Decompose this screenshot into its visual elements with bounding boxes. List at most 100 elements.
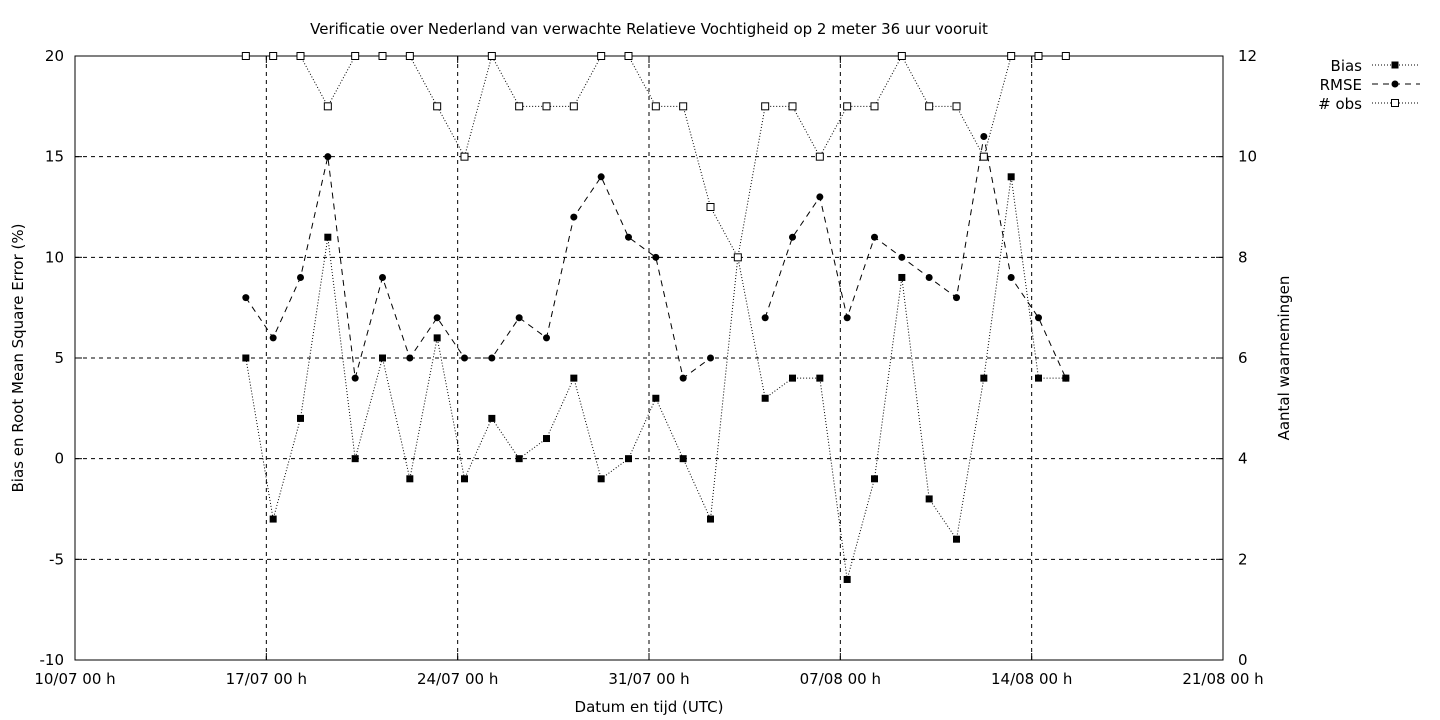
point-obs xyxy=(487,52,496,60)
point-rmse xyxy=(871,233,878,241)
point-bias xyxy=(351,455,359,463)
x-tick-label: 31/07 00 h xyxy=(608,670,689,688)
point-bias xyxy=(433,334,441,342)
point-rmse xyxy=(379,273,386,281)
point-obs xyxy=(651,102,660,111)
y2-tick-label: 8 xyxy=(1238,248,1248,266)
point-rmse xyxy=(488,354,496,362)
y2-tick-label: 2 xyxy=(1238,550,1248,568)
point-obs xyxy=(296,52,305,60)
point-rmse xyxy=(324,153,332,161)
legend-marker-obs xyxy=(1391,99,1399,107)
point-bias xyxy=(269,515,277,523)
point-bias xyxy=(297,414,304,422)
y-tick-label: -5 xyxy=(49,550,64,568)
point-rmse xyxy=(433,314,441,322)
series-line-rmse xyxy=(764,136,1067,379)
point-obs xyxy=(433,102,442,111)
point-bias xyxy=(871,475,878,483)
point-rmse xyxy=(843,314,851,322)
point-bias xyxy=(707,515,714,523)
point-rmse xyxy=(789,233,796,241)
point-rmse xyxy=(543,334,550,342)
y-axis-ticks: -10 -5 0 5 10 15 20 xyxy=(40,47,82,669)
series-line-bias xyxy=(245,176,1066,580)
point-obs xyxy=(679,102,688,111)
x-tick-label: 17/07 00 h xyxy=(226,670,307,688)
point-bias xyxy=(324,233,332,241)
point-obs xyxy=(952,102,961,111)
point-rmse xyxy=(570,213,578,221)
series-layer xyxy=(241,52,1070,583)
point-obs xyxy=(460,152,469,161)
point-obs xyxy=(515,102,524,111)
y-tick-label: 15 xyxy=(45,148,64,166)
point-obs xyxy=(1034,52,1043,60)
point-rmse xyxy=(816,193,824,201)
point-rmse xyxy=(269,334,277,342)
point-rmse xyxy=(980,133,988,141)
legend-label-rmse: RMSE xyxy=(1320,76,1362,94)
x-tick-label: 14/08 00 h xyxy=(991,670,1072,688)
point-bias xyxy=(406,475,414,483)
point-bias xyxy=(925,495,933,503)
point-rmse xyxy=(461,354,468,362)
point-obs xyxy=(405,52,414,60)
point-obs xyxy=(1061,52,1070,60)
point-obs xyxy=(815,152,824,161)
point-obs xyxy=(733,253,742,262)
point-rmse xyxy=(679,374,687,382)
point-rmse xyxy=(953,294,960,302)
point-bias xyxy=(379,354,386,362)
point-bias xyxy=(488,414,496,422)
point-rmse xyxy=(925,273,933,281)
series-bias xyxy=(242,173,1070,583)
legend-entry-obs: # obs xyxy=(1318,95,1420,113)
point-rmse xyxy=(515,314,523,322)
point-rmse xyxy=(1007,273,1015,281)
legend-marker-bias xyxy=(1391,61,1399,69)
point-bias xyxy=(543,435,550,443)
y2-tick-label: 12 xyxy=(1238,47,1257,65)
point-obs xyxy=(897,52,906,60)
chart-title: Verificatie over Nederland van verwachte… xyxy=(310,20,988,38)
point-obs xyxy=(351,52,360,60)
point-bias xyxy=(461,475,468,483)
y2-axis-label: Aantal waarnemingen xyxy=(1275,276,1293,441)
y-axis-label: Bias en Root Mean Square Error (%) xyxy=(9,224,27,493)
point-obs xyxy=(706,203,715,211)
point-bias xyxy=(816,374,824,382)
point-rmse xyxy=(898,253,906,261)
x-tick-label: 07/08 00 h xyxy=(800,670,881,688)
x-axis-ticks: 10/07 00 h 17/07 00 h 24/07 00 h 31/07 00 h… xyxy=(34,56,1264,688)
point-obs xyxy=(843,102,852,111)
point-bias xyxy=(625,455,632,463)
series-obs xyxy=(241,52,1070,262)
y2-tick-label: 6 xyxy=(1238,349,1248,367)
point-rmse xyxy=(1035,314,1042,322)
point-obs xyxy=(870,102,879,111)
y-tick-label: 0 xyxy=(54,450,64,468)
legend: Bias RMSE # obs xyxy=(1318,57,1420,113)
point-bias xyxy=(898,273,906,281)
point-rmse xyxy=(625,233,632,241)
y-tick-label: 10 xyxy=(45,248,64,266)
y-tick-label: 20 xyxy=(45,47,64,65)
y-tick-label: -10 xyxy=(40,651,65,669)
point-rmse xyxy=(761,314,769,322)
point-obs xyxy=(542,102,551,111)
point-rmse xyxy=(242,294,250,302)
y2-tick-label: 10 xyxy=(1238,148,1257,166)
series-line-rmse xyxy=(245,156,711,379)
point-obs xyxy=(761,102,770,111)
legend-label-bias: Bias xyxy=(1331,57,1363,75)
point-bias xyxy=(515,455,523,463)
point-obs xyxy=(323,102,332,111)
point-rmse xyxy=(297,273,304,281)
point-rmse xyxy=(707,354,714,362)
legend-marker-rmse xyxy=(1391,80,1399,88)
point-bias xyxy=(570,374,578,382)
point-bias xyxy=(652,394,660,402)
point-obs xyxy=(597,52,606,60)
